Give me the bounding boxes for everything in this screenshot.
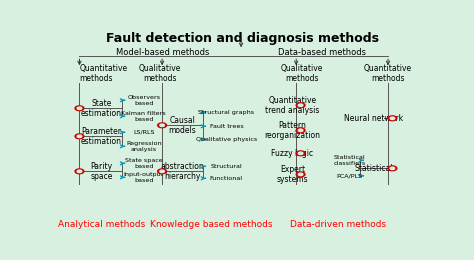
Text: Qualitative physics: Qualitative physics bbox=[196, 137, 257, 142]
Text: State space
based: State space based bbox=[125, 158, 163, 169]
Circle shape bbox=[388, 166, 397, 171]
Circle shape bbox=[296, 172, 305, 177]
Circle shape bbox=[298, 129, 303, 132]
Circle shape bbox=[77, 107, 82, 109]
Text: Quantitative
methods: Quantitative methods bbox=[80, 63, 128, 83]
Circle shape bbox=[77, 170, 82, 173]
Text: Fault trees: Fault trees bbox=[210, 124, 243, 129]
Text: Fault detection and diagnosis methods: Fault detection and diagnosis methods bbox=[107, 32, 379, 45]
Text: Regression
analysis: Regression analysis bbox=[126, 141, 162, 152]
Text: Data-driven methods: Data-driven methods bbox=[291, 220, 386, 229]
Text: Parity
space: Parity space bbox=[91, 162, 113, 181]
Text: Observers
based: Observers based bbox=[127, 95, 160, 106]
Text: Kalman filters
based: Kalman filters based bbox=[121, 111, 166, 122]
Text: Statistical
classifiers: Statistical classifiers bbox=[333, 155, 365, 166]
Text: Expert
systems: Expert systems bbox=[277, 165, 308, 184]
Circle shape bbox=[160, 170, 164, 173]
Circle shape bbox=[158, 123, 166, 128]
Text: Causal
models: Causal models bbox=[168, 116, 196, 135]
Text: Pattern
reorganization: Pattern reorganization bbox=[264, 121, 320, 140]
Text: LS/RLS: LS/RLS bbox=[133, 130, 155, 135]
Text: Knowledge based methods: Knowledge based methods bbox=[150, 220, 273, 229]
Text: Quantitative
methods: Quantitative methods bbox=[364, 63, 412, 83]
Circle shape bbox=[298, 104, 303, 107]
Text: PCA/PLS: PCA/PLS bbox=[337, 173, 363, 178]
Circle shape bbox=[390, 167, 395, 170]
Text: Structural: Structural bbox=[210, 164, 242, 169]
Text: Statistical: Statistical bbox=[354, 164, 392, 173]
Text: Parameter
estimation: Parameter estimation bbox=[81, 127, 122, 146]
Circle shape bbox=[75, 169, 84, 174]
Text: Input-output
based: Input-output based bbox=[124, 172, 164, 183]
Circle shape bbox=[158, 169, 166, 174]
Text: Neural network: Neural network bbox=[344, 114, 403, 123]
Text: abstraction
hierarchy: abstraction hierarchy bbox=[160, 162, 204, 181]
Text: Model-based methods: Model-based methods bbox=[116, 48, 210, 57]
Circle shape bbox=[298, 152, 303, 155]
Text: Analytical methods: Analytical methods bbox=[58, 220, 145, 229]
Circle shape bbox=[298, 173, 303, 176]
Circle shape bbox=[296, 103, 305, 108]
Circle shape bbox=[390, 117, 395, 120]
Text: Qualitative
methods: Qualitative methods bbox=[281, 63, 323, 83]
Circle shape bbox=[296, 128, 305, 133]
Circle shape bbox=[160, 124, 164, 127]
Circle shape bbox=[296, 151, 305, 156]
Circle shape bbox=[75, 106, 84, 111]
Text: Qualitative
methods: Qualitative methods bbox=[139, 63, 182, 83]
Circle shape bbox=[388, 116, 397, 121]
Circle shape bbox=[75, 134, 84, 139]
Circle shape bbox=[77, 135, 82, 138]
Text: State
estimation: State estimation bbox=[81, 99, 122, 118]
Text: Fuzzy logic: Fuzzy logic bbox=[272, 149, 314, 158]
Text: Quantitative
trend analysis: Quantitative trend analysis bbox=[265, 96, 319, 115]
Text: Data-based methods: Data-based methods bbox=[278, 48, 366, 57]
Text: Functional: Functional bbox=[210, 176, 243, 181]
Text: Structural graphs: Structural graphs bbox=[198, 110, 255, 115]
